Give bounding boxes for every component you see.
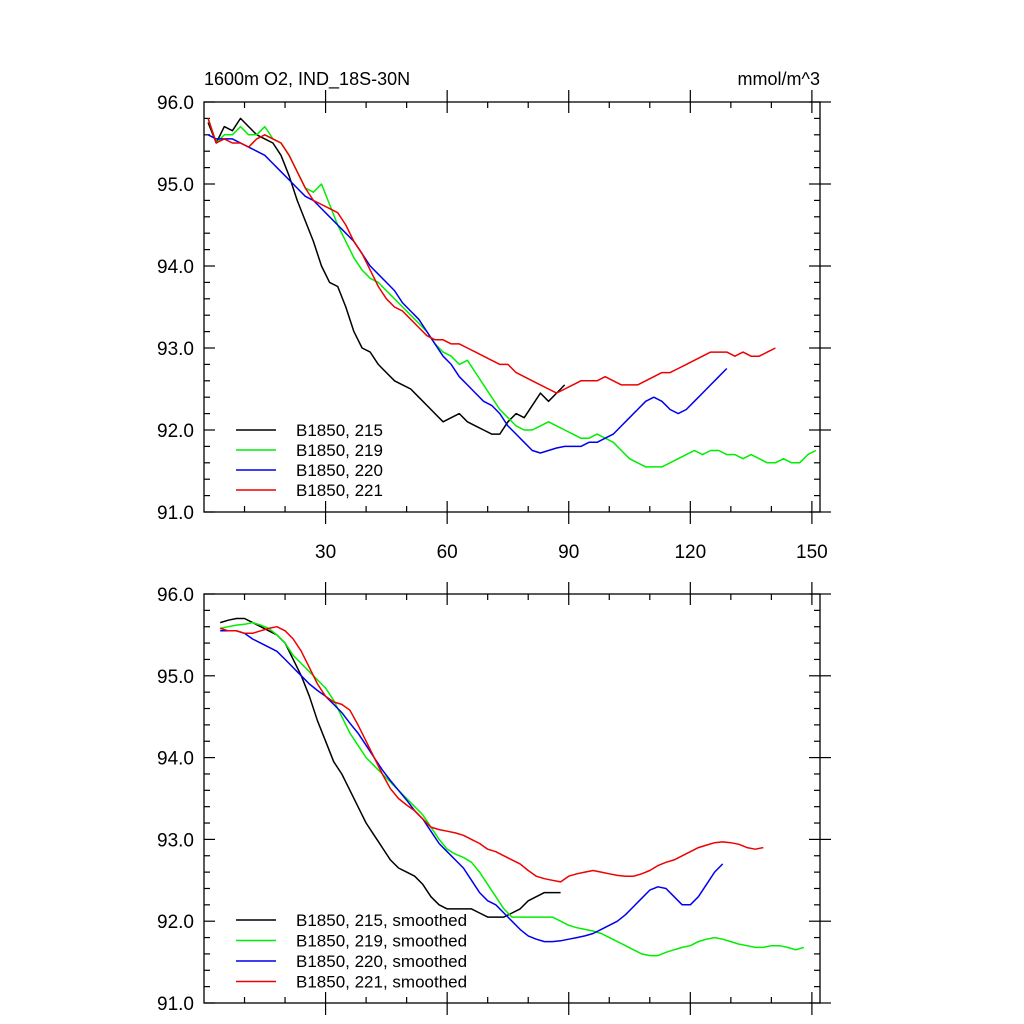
units-label: mmol/m^3	[738, 69, 820, 89]
legend-label: B1850, 221, smoothed	[296, 973, 467, 992]
legend-label: B1850, 215	[296, 421, 383, 440]
legend-label: B1850, 219	[296, 441, 383, 460]
panel-title: 1600m O2, IND_18S-30N	[204, 69, 410, 90]
series-line-2	[220, 630, 724, 943]
y-tick-label: 95.0	[157, 175, 194, 196]
series-line-3	[207, 118, 776, 394]
plot-frame	[203, 101, 821, 513]
x-tick-label: 60	[437, 542, 458, 563]
y-tick-label: 94.0	[157, 749, 194, 770]
legend-label: B1850, 215, smoothed	[296, 911, 467, 930]
y-tick-label: 91.0	[157, 994, 194, 1015]
x-tick-label: 150	[796, 542, 828, 563]
series-line-0	[219, 617, 561, 918]
legend-label: B1850, 220, smoothed	[296, 952, 467, 971]
bottom-panel: 96.0 95.0 94.0 93.0 92.0 91.0 B1850, 215, smoo…	[157, 582, 831, 1015]
y-tick-label: 94.0	[157, 257, 194, 278]
series-line-2	[207, 134, 728, 454]
series-line-1	[220, 621, 805, 957]
series-line-3	[219, 625, 764, 883]
y-tick-label: 95.0	[157, 667, 194, 688]
y-tick-label: 96.0	[157, 585, 194, 606]
y-tick-label: 92.0	[157, 912, 194, 933]
legend-label: B1850, 220	[296, 461, 383, 480]
y-tick-label: 91.0	[157, 503, 194, 524]
x-tick-label: 30	[315, 542, 336, 563]
x-tick-label: 90	[558, 542, 579, 563]
series-line-0	[207, 117, 566, 435]
y-tick-label: 92.0	[157, 421, 194, 442]
x-tick-label: 120	[674, 542, 706, 563]
legend-label: B1850, 221	[296, 481, 383, 500]
series-line-1	[207, 118, 817, 468]
y-tick-label: 93.0	[157, 339, 194, 360]
top-panel: 96.0 95.0 94.0 93.0 92.0 91.0 30 60 90 120 150 B185…	[157, 90, 831, 563]
y-tick-label: 93.0	[157, 830, 194, 851]
y-tick-label: 96.0	[157, 93, 194, 114]
legend-label: B1850, 219, smoothed	[296, 932, 467, 951]
plot-frame	[203, 593, 821, 1004]
